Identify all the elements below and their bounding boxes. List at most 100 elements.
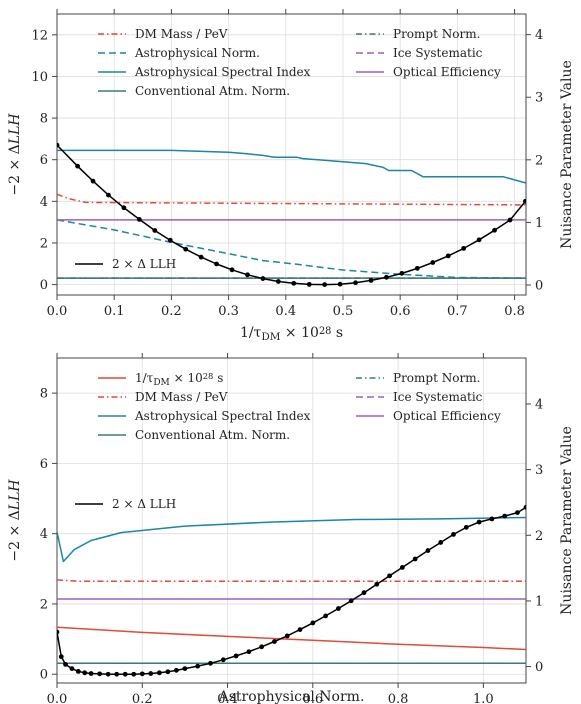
- llh-point: [476, 519, 482, 525]
- legend-label: Optical Efficiency: [393, 409, 501, 423]
- y2-axis-label: Nuisance Parameter Value: [559, 426, 575, 615]
- llh-point: [208, 660, 213, 666]
- llh-point: [148, 671, 154, 676]
- llh-point: [90, 178, 96, 184]
- x-tick-label: 0.1: [104, 304, 125, 319]
- y-tick-label: 8: [40, 112, 48, 127]
- x-tick-label: 0.4: [275, 304, 296, 319]
- x-axis-label: 1/τDM × 1028 s: [240, 325, 343, 343]
- series-line-astrophysical-norm-: [57, 219, 526, 279]
- x-tick-label: 0.7: [447, 304, 468, 319]
- llh-point: [75, 163, 80, 169]
- plot-frame: [56, 13, 527, 296]
- llh-point: [198, 254, 204, 260]
- y2-axis-label: Nuisance Parameter Value: [559, 60, 575, 249]
- llh-point: [476, 237, 482, 243]
- chart-panel-2: 0.0 0.2 0.4 0.6 0.8 1.0 0 2 4 6 8 0 1 2 3 4 Astrophysica…: [7, 353, 575, 704]
- llh-point: [229, 267, 235, 273]
- llh-point: [337, 281, 343, 287]
- llh-point: [195, 663, 201, 669]
- x-tick-label: 1.0: [473, 692, 494, 704]
- y-tick-label: 12: [31, 28, 48, 43]
- llh-point: [384, 274, 389, 280]
- llh-point: [297, 627, 303, 632]
- x-tick-label: 0.2: [132, 692, 153, 704]
- llh-point: [412, 556, 418, 562]
- y2-tick-label: 2: [535, 153, 543, 168]
- series-line-dm-mass-pev: [57, 579, 526, 582]
- y-axis-label: −2 × ΔLLH: [7, 479, 23, 562]
- llh-point: [502, 513, 508, 519]
- llh-point: [523, 504, 526, 510]
- llh-point: [438, 540, 444, 545]
- y-tick-label: 6: [40, 457, 48, 472]
- llh-point: [245, 272, 250, 278]
- x-tick-label: 0.6: [390, 304, 411, 319]
- llh-legend: 2 × Δ LLH: [75, 257, 176, 271]
- llh-point: [75, 669, 81, 674]
- legend-label: DM Mass / PeV: [135, 390, 228, 404]
- grid: [56, 14, 526, 295]
- legend-label-llh: 2 × Δ LLH: [112, 257, 176, 271]
- y2-tick-label: 3: [535, 463, 543, 478]
- x-tick-label: 0.8: [388, 692, 409, 704]
- llh-point: [451, 531, 456, 537]
- llh-point: [361, 590, 367, 596]
- llh-point: [368, 278, 374, 283]
- legend-label: Astrophysical Spectral Index: [134, 409, 311, 423]
- series-line-astrophysical-spectral-index: [57, 516, 526, 563]
- y2-tick-label: 4: [535, 397, 543, 412]
- x-tick-label: 0.6: [302, 692, 323, 704]
- llh-point: [430, 260, 436, 265]
- y-tick-label: 6: [40, 153, 48, 168]
- llh-point: [114, 671, 120, 677]
- y-tick-label: 2: [40, 597, 48, 612]
- y2-tick-label: 3: [535, 91, 543, 106]
- llh-point: [291, 280, 297, 286]
- llh-point: [353, 280, 358, 286]
- llh-point: [492, 227, 497, 233]
- y2-tick-label: 1: [535, 216, 543, 231]
- llh-point: [523, 198, 526, 204]
- llh-point: [374, 581, 380, 587]
- plot-frame: [56, 357, 527, 684]
- x-tick-label: 0.0: [47, 692, 68, 704]
- llh-point: [284, 633, 290, 639]
- y-axis-label: −2 × ΔLLH: [7, 113, 23, 196]
- llh-point: [97, 671, 103, 677]
- llh-point: [275, 279, 281, 284]
- llh-point: [348, 598, 354, 604]
- legend-label: Conventional Atm. Norm.: [135, 84, 290, 98]
- legend-label: Astrophysical Norm.: [134, 46, 260, 60]
- legend: 1/τDM × 1028 s DM Mass / PeV Astrophysical…: [98, 371, 501, 442]
- x-tick-label: 0.5: [333, 304, 354, 319]
- legend-label: Ice Systematic: [393, 46, 483, 60]
- legend-label: Prompt Norm.: [393, 371, 480, 385]
- llh-point: [306, 281, 312, 287]
- legend-label: 1/τDM × 1028 s: [135, 371, 223, 388]
- llh-point: [323, 613, 329, 619]
- legend-label: Conventional Atm. Norm.: [135, 428, 290, 442]
- y-tick-label: 8: [40, 387, 48, 402]
- llh-point: [220, 657, 226, 663]
- legend-label: DM Mass / PeV: [135, 27, 228, 41]
- y2-tick-label: 1: [535, 594, 543, 609]
- chart-panel-1: 0.0 0.1 0.2 0.3 0.4 0.5 0.6 0.7 0.80246810120123…: [7, 9, 575, 343]
- y-tick-label: 2: [40, 236, 48, 251]
- series-line-dm-mass-pev: [57, 193, 526, 206]
- llh-point: [310, 620, 316, 626]
- llh-point: [167, 237, 173, 243]
- llh-point: [259, 644, 265, 650]
- llh-point: [131, 671, 137, 677]
- y-tick-label: 4: [40, 527, 48, 542]
- legend-label: Optical Efficiency: [393, 65, 501, 79]
- llh-point: [152, 228, 158, 233]
- llh-point: [260, 276, 266, 281]
- llh-point: [336, 606, 341, 611]
- legend-label: Ice Systematic: [393, 390, 483, 404]
- legend-label: Prompt Norm.: [393, 27, 480, 41]
- legend-label: Astrophysical Spectral Index: [134, 65, 311, 79]
- llh-point: [515, 510, 520, 515]
- series-line-astrophysical-spectral-index: [57, 149, 526, 184]
